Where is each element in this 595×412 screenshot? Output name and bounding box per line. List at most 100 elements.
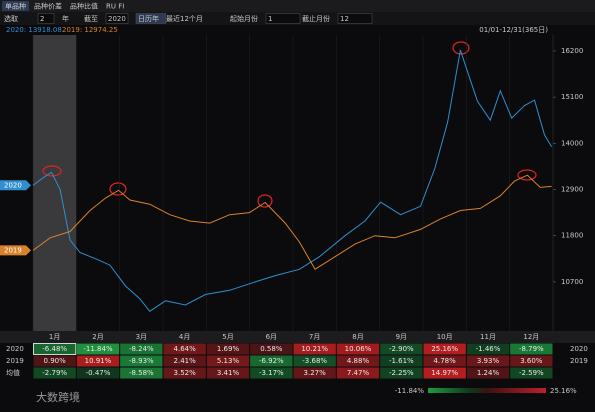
x-tick-label: 6月 (266, 333, 277, 341)
cell-value: 3.52% (174, 369, 197, 377)
cell-value: -11.84% (83, 345, 113, 353)
cell-value: 4.64% (174, 345, 197, 353)
control-label[interactable]: 1 (268, 15, 272, 23)
tab-label[interactable]: 单品种 (5, 2, 26, 11)
control-box[interactable] (37, 13, 55, 24)
cell-value: 0.58% (260, 345, 283, 353)
cell-value: -2.59% (519, 369, 544, 377)
tab[interactable] (2, 1, 29, 11)
x-tick-label: 2月 (92, 333, 103, 341)
y-tick-label: 10700 (561, 278, 583, 286)
tab[interactable] (103, 1, 144, 11)
series-tag (0, 180, 31, 191)
highlight-circle (109, 182, 127, 196)
y-tick-label: 11800 (561, 232, 583, 240)
watermark: 大数跨境 (36, 390, 80, 404)
table-cell (293, 343, 336, 355)
cell-value: -8.93% (129, 357, 154, 365)
table-cell (163, 343, 206, 355)
month-row (0, 331, 595, 343)
table-cell (163, 367, 206, 379)
legend-2019: 2019: 12974.25 (62, 26, 118, 34)
tab-label[interactable]: 品种比值 (70, 2, 98, 11)
x-tick-label: 7月 (309, 333, 320, 341)
cell-value: -8.24% (129, 345, 154, 353)
tab-label[interactable]: 品种价差 (34, 2, 62, 11)
table-cell (423, 355, 466, 367)
table-cell (206, 355, 250, 367)
table-cell (33, 343, 77, 355)
color-scale (428, 388, 546, 393)
x-tick-label: 5月 (222, 333, 233, 341)
control-label[interactable]: 12 (340, 15, 349, 23)
cell-value: -1.61% (389, 357, 414, 365)
cell-value: 25.16% (431, 345, 458, 353)
table-cell (423, 367, 466, 379)
row-right-label: 2019 (570, 357, 588, 365)
control-label: 截止月份 (302, 14, 330, 23)
control-box[interactable] (105, 13, 129, 24)
control-box[interactable] (135, 13, 167, 24)
cell-value: -1.46% (476, 345, 501, 353)
table-cell (250, 367, 293, 379)
cell-value: 4.78% (434, 357, 457, 365)
table-cell (250, 355, 293, 367)
table-cell (380, 343, 423, 355)
table-cell (466, 367, 510, 379)
x-tick-label: 9月 (396, 333, 407, 341)
tab-label[interactable]: RU FI (106, 3, 124, 11)
cell-value: -2.90% (389, 345, 414, 353)
series-tag-label: 2020 (4, 181, 22, 189)
x-tick-label: 12月 (523, 333, 539, 341)
control-box[interactable] (265, 13, 301, 24)
cell-value: 5.13% (217, 357, 240, 365)
tab[interactable] (31, 1, 65, 11)
cell-value: 3.41% (217, 369, 240, 377)
annotations (42, 41, 537, 208)
table-cell (206, 367, 250, 379)
cell-value: -3.17% (259, 369, 284, 377)
highlight-circle (257, 194, 273, 208)
control-label: 选取 (4, 14, 18, 23)
table-cell (250, 343, 293, 355)
table-cell (33, 355, 76, 367)
cell-value: 3.93% (477, 357, 500, 365)
table-cell (206, 343, 250, 355)
cell-value: -8.58% (129, 369, 154, 377)
x-tick-label: 4月 (179, 333, 190, 341)
row-right-label: 2020 (570, 345, 588, 353)
control-box[interactable] (337, 13, 373, 24)
scale-max: 25.16% (550, 387, 577, 395)
tab[interactable] (67, 1, 101, 11)
control-label[interactable]: 2 (40, 15, 44, 23)
table-cell (76, 367, 120, 379)
highlight-circle (452, 41, 470, 55)
table-cell (380, 355, 423, 367)
table-cell (293, 367, 336, 379)
row-label: 均值 (6, 368, 20, 377)
control-label: 起始月份 (230, 14, 258, 23)
control-label[interactable]: 日历年 (138, 14, 159, 23)
cell-value: -8.79% (519, 345, 544, 353)
table-cell (33, 367, 76, 379)
cell-value: 1.24% (477, 369, 500, 377)
table-cell (510, 367, 553, 379)
table-cell (423, 343, 466, 355)
cell-value: -6.92% (259, 357, 284, 365)
cell-value: -2.25% (389, 369, 414, 377)
cell-value: -0.47% (86, 369, 111, 377)
cell-value: -2.79% (42, 369, 67, 377)
cell-value: 2.41% (174, 357, 197, 365)
table-cell (510, 343, 553, 355)
table-cell (466, 343, 510, 355)
control-label: 截至 (84, 14, 98, 23)
control-label[interactable]: 2020 (108, 15, 126, 23)
scale-min: -11.84% (395, 387, 425, 395)
table-cell (336, 343, 380, 355)
table-cell (336, 355, 380, 367)
cell-value: 0.90% (44, 357, 67, 365)
y-tick-label: 16200 (561, 47, 583, 55)
